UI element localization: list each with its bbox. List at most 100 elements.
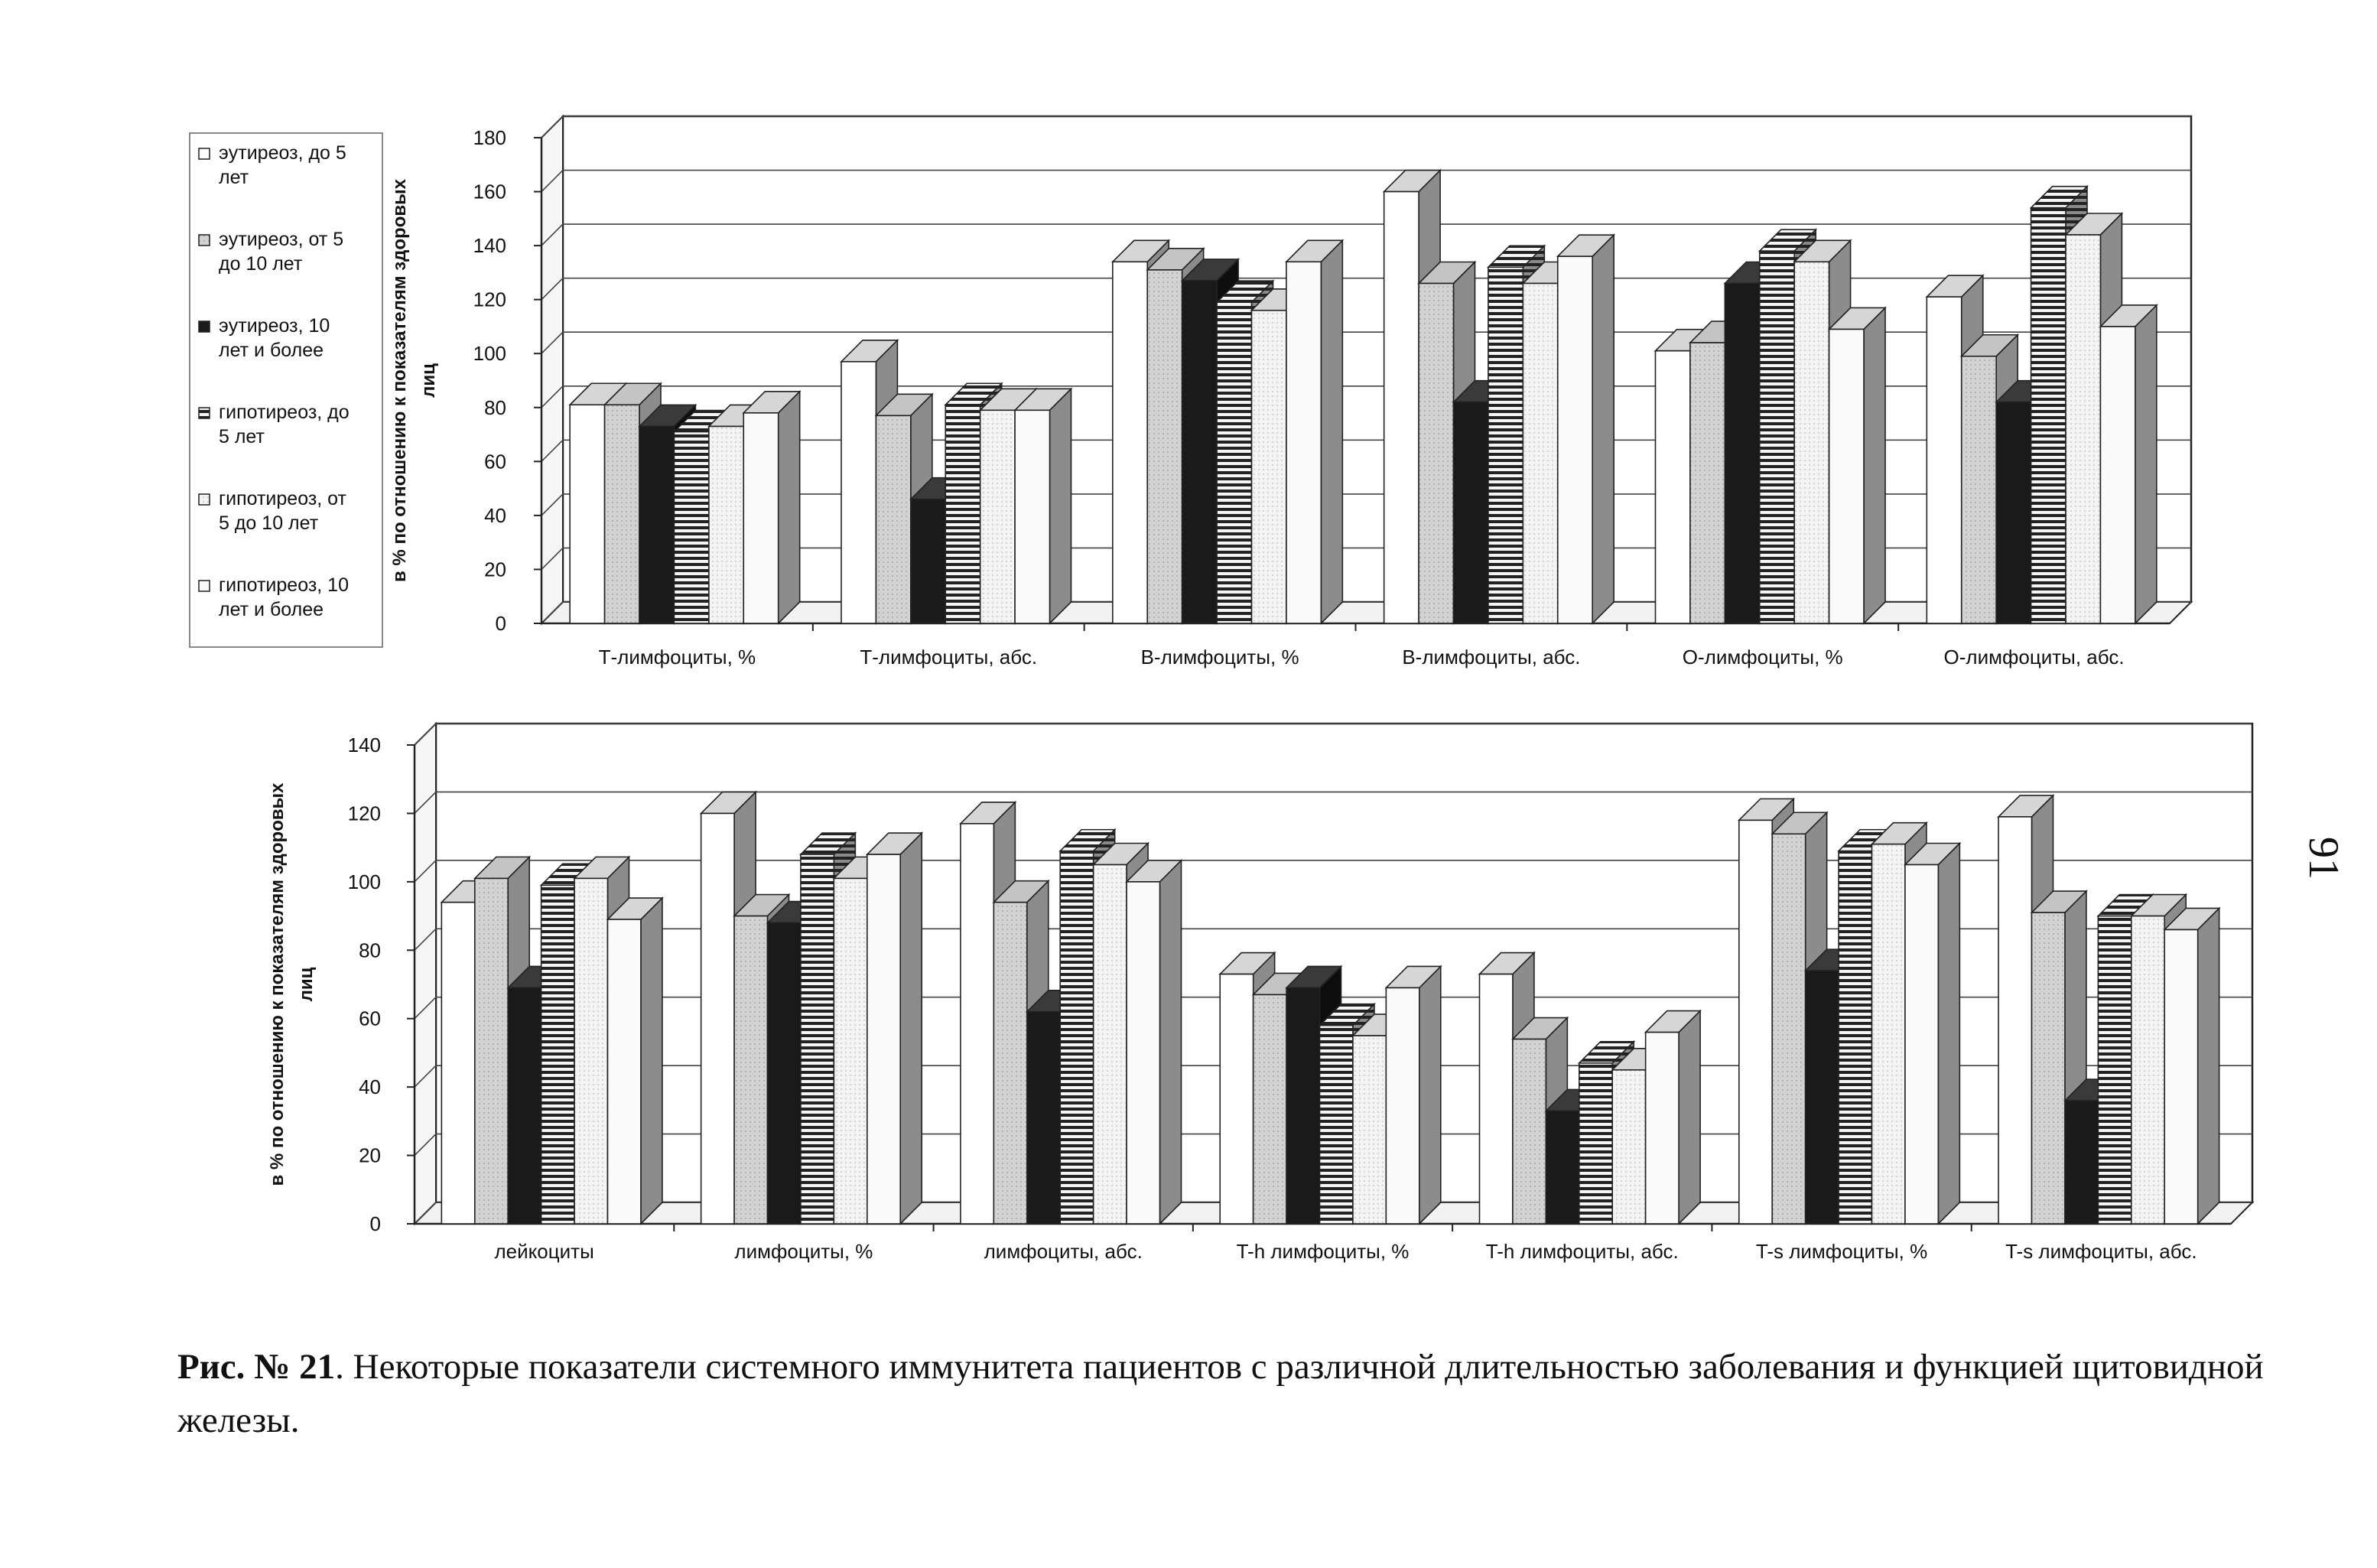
bar-front	[1960, 355, 1997, 624]
y-tick-label: 0	[370, 1212, 381, 1235]
bar-front	[1014, 409, 1051, 624]
y-tick-label: 160	[473, 181, 506, 203]
x-category-label: лимфоциты, %	[734, 1240, 873, 1263]
legend-label: 5 лет	[219, 426, 265, 447]
bar-front	[574, 877, 609, 1225]
bar-front	[1112, 261, 1149, 624]
bar	[1284, 239, 1345, 625]
bar-front	[1092, 864, 1127, 1225]
bar-front	[2064, 1100, 2099, 1225]
gridline	[414, 791, 2252, 814]
bar-front	[569, 404, 606, 624]
bar-front	[1644, 1031, 1680, 1225]
x-category-label: Т-лимфоциты, абс.	[860, 646, 1037, 669]
y-tick-label: 140	[348, 734, 381, 756]
bar	[1384, 965, 1442, 1225]
gridline	[541, 439, 2191, 462]
bar-front	[866, 854, 902, 1225]
y-tick-label: 60	[484, 450, 506, 473]
y-tick-label: 120	[473, 288, 506, 311]
bar-front	[2164, 929, 2199, 1225]
bar-front	[1418, 282, 1455, 624]
bar-front	[1611, 1069, 1647, 1225]
legend: эутиреоз, до 5 лет эутиреоз, от 5 до 10 лет…	[189, 132, 383, 648]
gridline	[414, 996, 2252, 1020]
y-tick-label: 80	[484, 396, 506, 419]
bar-front	[1556, 255, 1593, 624]
y-tick-label: 100	[348, 870, 381, 893]
bar-front	[766, 922, 802, 1225]
bar-front	[606, 919, 642, 1225]
legend-label: гипотиреоз, от	[219, 488, 347, 509]
figure-caption: Рис. № 21. Некоторые показатели системно…	[177, 1340, 2304, 1447]
bar-front	[1383, 190, 1419, 624]
y-tick-label: 140	[473, 234, 506, 257]
bar-side	[1159, 858, 1182, 1225]
gridline	[414, 723, 2252, 746]
bar-front	[1522, 282, 1559, 624]
gridline	[541, 277, 2191, 301]
y-tick-label: 20	[359, 1144, 381, 1167]
gridline	[541, 547, 2191, 571]
bar-front	[2099, 326, 2136, 624]
bar-front	[945, 404, 981, 624]
gridline	[541, 223, 2191, 246]
bar-front	[1026, 1010, 1062, 1225]
bar-front	[1998, 816, 2033, 1225]
bar-side	[1592, 233, 1614, 625]
bar-front	[733, 915, 769, 1225]
legend-label: лет	[219, 167, 249, 188]
bar-front	[1146, 269, 1183, 624]
bar-front	[1181, 280, 1218, 624]
bar-front	[1689, 342, 1726, 624]
bar	[1903, 841, 1962, 1225]
x-category-label: лейкоциты	[494, 1240, 593, 1263]
plot-back-wall	[561, 115, 2193, 603]
bar-front	[1452, 401, 1489, 624]
bar-front	[743, 412, 779, 624]
bar-front	[2031, 912, 2066, 1225]
bar-front	[1654, 350, 1691, 624]
bar-front	[833, 877, 868, 1225]
legend-label: эутиреоз, 10	[219, 315, 330, 337]
bar-front	[800, 854, 835, 1225]
bar-front	[993, 901, 1028, 1225]
bar-front	[1512, 1038, 1547, 1225]
legend-swatch	[198, 493, 210, 506]
y-axis-label: лиц	[418, 363, 439, 398]
legend-label: гипотиреоз, 10	[219, 574, 349, 596]
bar-side	[640, 896, 663, 1225]
gridline	[541, 115, 2191, 138]
bar-front	[1578, 1062, 1614, 1225]
bar	[742, 389, 802, 625]
bar-front	[441, 901, 476, 1225]
bar-front	[1838, 850, 1873, 1225]
x-category-label: В-лимфоциты, %	[1141, 646, 1299, 669]
y-tick-label: 80	[359, 939, 381, 961]
gridline	[414, 928, 2252, 951]
x-category-label: О-лимфоциты, абс.	[1944, 646, 2125, 669]
y-tick-label: 40	[484, 504, 506, 527]
bar-front	[1286, 261, 1322, 624]
bar-front	[1904, 864, 1940, 1225]
bar-side	[1937, 841, 1961, 1225]
chart-bottom: 0 20 40 60 80 100 120 140 в % по отношению к пок…	[267, 721, 2255, 1263]
y-axis-label: в % по отношению к показателям здоровых	[267, 782, 288, 1186]
bar-side	[1418, 965, 1442, 1225]
y-tick-label: 40	[359, 1075, 381, 1098]
x-category-label: О-лимфоциты, %	[1683, 646, 1843, 669]
bar-front	[1758, 250, 1795, 624]
legend-swatch	[198, 148, 210, 160]
bar-front	[1286, 987, 1321, 1225]
bar-front	[1478, 973, 1514, 1225]
bar-front	[875, 415, 912, 624]
bar-front	[603, 404, 640, 624]
bar-side	[2135, 304, 2158, 625]
bar-side	[1678, 1009, 1701, 1225]
bar	[1013, 387, 1073, 625]
bar-front	[2097, 915, 2132, 1225]
bar-front	[1793, 261, 1830, 624]
bar	[606, 896, 664, 1225]
bar-front	[1804, 970, 1839, 1225]
page-number: 91	[2300, 837, 2347, 880]
